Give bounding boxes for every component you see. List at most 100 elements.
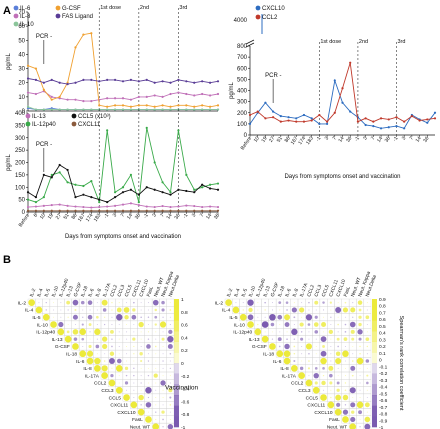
data-point xyxy=(58,108,61,111)
correlation-dot xyxy=(328,365,334,371)
correlation-dot xyxy=(270,322,275,327)
y-tick-label: 50 xyxy=(18,198,25,204)
dose-label: 1st dose xyxy=(320,39,341,45)
data-point xyxy=(208,81,212,84)
correlation-dot xyxy=(111,302,113,304)
data-point xyxy=(74,196,77,199)
correlation-dot xyxy=(291,307,297,313)
y-tick-label: 0 xyxy=(22,109,26,115)
correlation-dot xyxy=(359,397,361,399)
x-tick-label: -1 xyxy=(354,136,362,143)
data-point xyxy=(185,189,188,193)
y-tick-label: 200 xyxy=(15,161,26,167)
data-point xyxy=(193,108,196,111)
matrix-cell xyxy=(159,422,167,429)
legend-label: CXCL10 xyxy=(262,6,285,12)
correlation-dot xyxy=(315,338,317,340)
y-tick-label: 800 xyxy=(237,44,248,50)
data-point xyxy=(121,80,125,83)
data-point xyxy=(295,120,298,123)
correlation-dot xyxy=(147,411,149,413)
correlation-dot xyxy=(308,338,310,340)
axis-break xyxy=(245,42,255,48)
correlation-dot xyxy=(248,307,253,313)
colorbar-tick: 0.2 xyxy=(379,344,386,350)
data-point xyxy=(106,205,109,208)
correlation-dot xyxy=(167,335,174,343)
correlation-dot xyxy=(133,374,135,377)
data-point xyxy=(113,191,117,194)
correlation-dot xyxy=(81,337,85,341)
correlation-dot xyxy=(81,323,84,326)
column-label: FasL xyxy=(146,285,155,297)
data-point xyxy=(216,108,220,111)
x-tick-label: 7 xyxy=(199,213,206,219)
correlation-dot xyxy=(366,389,368,391)
correlation-dot xyxy=(335,394,342,401)
data-point xyxy=(113,209,117,212)
correlation-dot xyxy=(320,350,327,357)
correlation-dot xyxy=(169,411,171,413)
correlation-dot xyxy=(126,338,128,340)
data-point xyxy=(264,117,267,120)
correlation-dot xyxy=(162,389,164,391)
data-point xyxy=(153,105,156,108)
data-point xyxy=(145,205,148,208)
correlation-dot xyxy=(140,302,142,304)
correlation-dot xyxy=(154,308,157,312)
correlation-dot xyxy=(124,381,129,385)
correlation-dot xyxy=(308,375,310,377)
correlation-dot xyxy=(277,337,282,342)
correlation-dot xyxy=(94,328,101,336)
data-point xyxy=(121,191,125,194)
data-point xyxy=(216,80,220,83)
x-tick-label: 7 xyxy=(370,136,377,142)
x-tick-label: 10 xyxy=(253,136,261,144)
row-label: IL-17A xyxy=(282,373,297,379)
data-point xyxy=(177,91,180,94)
correlation-dot xyxy=(104,353,106,355)
correlation-dot xyxy=(58,321,64,328)
correlation-dot xyxy=(290,364,298,372)
x-tick-label: 14 xyxy=(415,136,423,144)
correlation-dot xyxy=(67,324,69,326)
correlation-dot xyxy=(365,337,370,341)
correlation-dot xyxy=(349,423,357,429)
axis-break xyxy=(245,39,255,45)
correlation-dot xyxy=(102,336,108,342)
data-point xyxy=(185,92,188,96)
correlation-dot xyxy=(160,380,166,386)
correlation-dot xyxy=(264,301,266,304)
correlation-dot xyxy=(293,353,296,355)
correlation-dot xyxy=(169,404,172,406)
column-label: CCL3 xyxy=(116,284,126,298)
correlation-dot xyxy=(126,345,128,347)
correlation-dot xyxy=(247,314,254,321)
correlation-dot xyxy=(323,309,325,311)
data-point xyxy=(98,198,101,201)
y-tick-label: 10 xyxy=(18,95,25,101)
colorbar-tick: -0.8 xyxy=(379,412,388,418)
data-point xyxy=(403,127,406,130)
row-label: G-CSF xyxy=(252,344,267,350)
correlation-dot xyxy=(335,357,342,365)
correlation-dot xyxy=(300,337,304,341)
correlation-dot xyxy=(94,357,101,365)
row-label: IL-17A xyxy=(85,373,100,379)
data-point xyxy=(387,118,390,121)
data-point xyxy=(90,100,93,103)
data-point xyxy=(161,108,164,111)
data-point xyxy=(185,80,188,83)
correlation-dot xyxy=(168,388,173,393)
correlation-dot xyxy=(359,367,361,369)
correlation-dot xyxy=(133,382,135,384)
correlation-dot xyxy=(344,375,346,377)
data-point xyxy=(58,203,61,206)
data-point xyxy=(90,196,93,199)
correlation-dot xyxy=(137,408,145,416)
correlation-dot xyxy=(366,302,368,304)
data-point xyxy=(364,123,367,127)
legend-swatch xyxy=(55,5,61,11)
correlation-dot xyxy=(312,386,320,394)
x-tick-label: 174 xyxy=(85,213,95,223)
